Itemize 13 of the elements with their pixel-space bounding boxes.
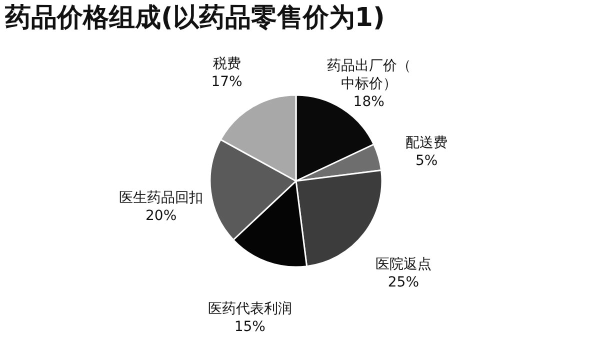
slice-label: 药品出厂价（中标价） xyxy=(326,58,411,92)
slice-label: 医院返点 xyxy=(375,256,432,272)
chart-title: 药品价格组成(以药品零售价为1) xyxy=(4,3,385,33)
slice-label: 税费 xyxy=(212,56,241,72)
slice-label: 医药代表利润 xyxy=(208,300,292,317)
data-label: 15% xyxy=(234,318,266,335)
data-label: 5% xyxy=(415,153,438,170)
data-label: 20% xyxy=(146,208,177,224)
slice-label: 医生药品回扣 xyxy=(119,190,204,206)
slice-label: 配送费 xyxy=(406,135,448,152)
data-label: 17% xyxy=(211,74,242,90)
data-label: 25% xyxy=(388,274,420,290)
data-label: 18% xyxy=(353,94,384,110)
